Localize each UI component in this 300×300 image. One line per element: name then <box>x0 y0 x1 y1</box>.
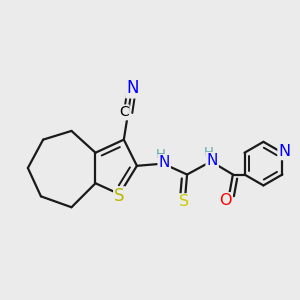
Text: H: H <box>204 146 214 159</box>
Text: N: N <box>278 144 290 159</box>
Text: C: C <box>119 105 129 119</box>
Text: S: S <box>114 187 125 205</box>
Text: N: N <box>158 155 170 170</box>
Text: H: H <box>156 148 166 161</box>
Text: O: O <box>219 193 232 208</box>
Text: N: N <box>206 153 218 168</box>
Text: S: S <box>179 194 189 209</box>
Text: N: N <box>126 80 139 98</box>
